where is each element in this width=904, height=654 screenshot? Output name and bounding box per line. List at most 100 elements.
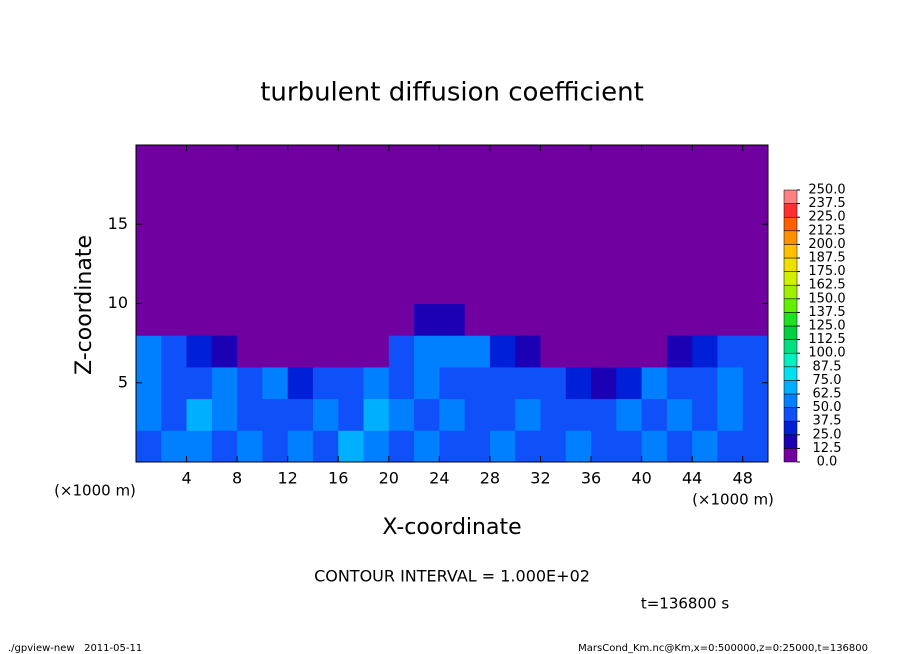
x-tick-label: 48 xyxy=(733,469,753,488)
heatmap-cell xyxy=(186,208,213,241)
heatmap-cell xyxy=(591,335,617,368)
heatmap-cell xyxy=(717,271,744,304)
heatmap-cell xyxy=(161,145,188,178)
heatmap-cell xyxy=(414,240,440,273)
heatmap-cell xyxy=(237,145,263,178)
heatmap-cell xyxy=(338,398,365,431)
heatmap-cell xyxy=(161,335,188,368)
heatmap-cell xyxy=(540,303,567,336)
x-tick-label: 4 xyxy=(181,469,191,488)
colorbar-segment xyxy=(783,312,798,327)
heatmap-cell xyxy=(262,303,289,336)
heatmap-cell xyxy=(363,430,390,463)
heatmap-cell xyxy=(136,176,162,209)
heatmap-cell xyxy=(616,303,643,336)
heatmap-cell xyxy=(616,240,643,273)
heatmap-cell xyxy=(237,335,263,368)
heatmap-cell xyxy=(338,145,365,178)
heatmap-cell xyxy=(161,366,188,400)
annotation: CONTOUR INTERVAL = 1.000E+02 xyxy=(314,567,590,586)
heatmap-cell xyxy=(388,208,415,241)
heatmap-cell xyxy=(489,176,516,209)
heatmap-cell xyxy=(186,335,213,368)
heatmap-cell xyxy=(515,335,541,368)
colorbar-tick-label: 175.0 xyxy=(808,264,845,279)
heatmap-cell xyxy=(540,176,567,209)
heatmap-cell xyxy=(136,398,162,431)
colorbar-tick-label: 225.0 xyxy=(808,210,845,225)
heatmap-cell xyxy=(161,208,188,241)
colorbar-tick-label: 162.5 xyxy=(808,278,845,293)
heatmap-cell xyxy=(287,208,314,241)
heatmap-cell xyxy=(464,398,491,431)
heatmap-cell xyxy=(136,271,162,304)
heatmap-cell xyxy=(338,303,365,336)
heatmap-cell xyxy=(287,271,314,304)
heatmap-cell xyxy=(515,303,541,336)
heatmap-cell xyxy=(666,303,693,336)
heatmap-cell xyxy=(186,366,213,400)
heatmap-cell xyxy=(186,430,213,463)
colorbar-tick-label: 112.5 xyxy=(808,332,845,347)
heatmap-cell xyxy=(262,430,289,463)
heatmap-cell xyxy=(489,366,516,400)
heatmap-cell xyxy=(338,240,365,273)
heatmap-cell xyxy=(565,335,592,368)
heatmap-cell xyxy=(692,271,718,304)
heatmap-cell xyxy=(489,145,516,178)
heatmap-cell xyxy=(616,271,643,304)
heatmap-cell xyxy=(717,335,744,368)
heatmap-cell xyxy=(616,145,643,178)
heatmap-cell xyxy=(363,176,390,209)
heatmap-cell xyxy=(414,398,440,431)
heatmap-cell xyxy=(136,240,162,273)
heatmap-cell xyxy=(591,176,617,209)
heatmap-cell xyxy=(540,145,567,178)
heatmap-cell xyxy=(742,430,769,463)
colorbar-segment xyxy=(783,434,798,449)
x-tick-label: 20 xyxy=(379,469,399,488)
heatmap-cell xyxy=(591,303,617,336)
heatmap-cell xyxy=(515,366,541,400)
heatmap-cell xyxy=(287,398,314,431)
heatmap-cell xyxy=(363,303,390,336)
heatmap-cell xyxy=(540,240,567,273)
heatmap-cell xyxy=(591,145,617,178)
heatmap-cell xyxy=(237,303,263,336)
heatmap-cell xyxy=(186,240,213,273)
heatmap-cell xyxy=(287,240,314,273)
heatmap-cell xyxy=(692,240,718,273)
colorbar-tick-label: 125.0 xyxy=(808,319,845,334)
heatmap-cell xyxy=(591,366,617,400)
heatmap-cell xyxy=(717,240,744,273)
heatmap-cell xyxy=(616,398,643,431)
heatmap-cell xyxy=(515,398,541,431)
heatmap-cell xyxy=(338,366,365,400)
heatmap-cell xyxy=(565,145,592,178)
heatmap-cell xyxy=(363,208,390,241)
heatmap-cell xyxy=(338,335,365,368)
heatmap-cell xyxy=(692,398,718,431)
heatmap-cell xyxy=(515,208,541,241)
heatmap-cell xyxy=(641,366,668,400)
heatmap-cell xyxy=(742,145,769,178)
heatmap-cell xyxy=(565,366,592,400)
heatmap-cell xyxy=(414,208,440,241)
colorbar-segment xyxy=(783,298,798,313)
heatmap-cell xyxy=(363,145,390,178)
heatmap-cell xyxy=(464,176,491,209)
heatmap-cell xyxy=(666,271,693,304)
heatmap-cell xyxy=(414,335,440,368)
heatmap-cell xyxy=(211,208,238,241)
heatmap-cell xyxy=(641,398,668,431)
heatmap-cell xyxy=(338,430,365,463)
heatmap-cell xyxy=(414,176,440,209)
heatmap-cell xyxy=(262,176,289,209)
x-tick-label: 40 xyxy=(631,469,651,488)
heatmap-cell xyxy=(692,145,718,178)
heatmap-cell xyxy=(717,366,744,400)
heatmap-cell xyxy=(464,271,491,304)
heatmap-cell xyxy=(717,303,744,336)
heatmap-cell xyxy=(414,145,440,178)
heatmap-cell xyxy=(641,430,668,463)
